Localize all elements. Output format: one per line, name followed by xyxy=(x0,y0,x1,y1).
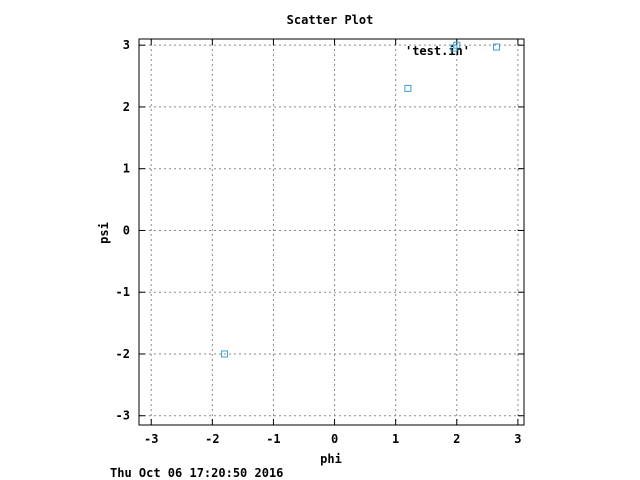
timestamp: Thu Oct 06 17:20:50 2016 xyxy=(110,466,283,480)
y-tick-label: -3 xyxy=(116,409,130,423)
plot-frame xyxy=(138,38,525,426)
x-tick-label: 2 xyxy=(453,432,460,446)
data-point xyxy=(404,84,412,92)
tick-labels: -3 -2 -1 0 1 2 3 -3 -2 -1 0 1 2 3 xyxy=(116,38,522,446)
legend-marker xyxy=(450,44,458,52)
data-point xyxy=(221,350,229,358)
x-tick-label: 3 xyxy=(514,432,521,446)
y-tick-label: 2 xyxy=(123,100,130,114)
y-tick-label: 3 xyxy=(123,38,130,52)
x-tick-label: 1 xyxy=(392,432,399,446)
axis-ticks xyxy=(139,39,524,425)
y-axis-label: psi xyxy=(97,222,111,244)
data-points xyxy=(221,41,500,358)
x-tick-label: -1 xyxy=(266,432,280,446)
x-tick-label: -3 xyxy=(144,432,158,446)
data-point xyxy=(493,43,500,51)
x-tick-label: 0 xyxy=(331,432,338,446)
y-tick-label: -2 xyxy=(116,347,130,361)
x-tick-label: -2 xyxy=(205,432,219,446)
legend-label: 'test.in' xyxy=(405,44,470,58)
y-tick-label: 1 xyxy=(123,162,130,176)
y-tick-label: 0 xyxy=(123,223,130,237)
chart-title: Scatter Plot xyxy=(287,13,374,27)
y-tick-label: -1 xyxy=(116,285,130,299)
grid-lines xyxy=(139,39,524,425)
x-axis-label: phi xyxy=(320,452,342,466)
